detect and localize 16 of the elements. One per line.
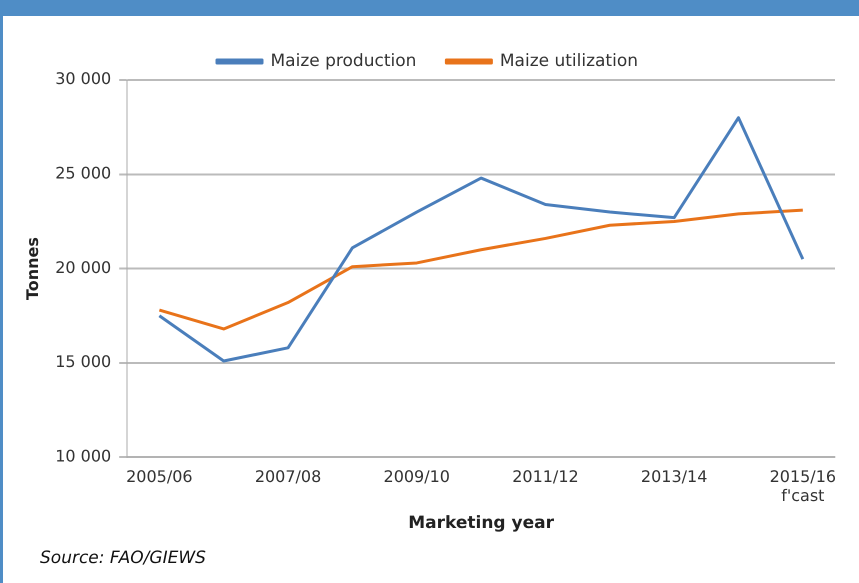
legend-label: Maize utilization bbox=[500, 50, 638, 71]
y-tick-label: 30 000 bbox=[55, 69, 112, 88]
y-tick-label: 10 000 bbox=[55, 446, 112, 466]
y-tick-label: 15 000 bbox=[55, 352, 112, 372]
y-tick-label: 25 000 bbox=[55, 163, 112, 182]
x-tick-label: 2013/14 bbox=[640, 466, 708, 486]
x-tick-label: 2011/12 bbox=[512, 466, 579, 486]
legend-label: Maize production bbox=[270, 50, 416, 71]
x-tick-label: 2015/16 f'cast bbox=[770, 466, 836, 506]
y-tick-label: 20 000 bbox=[55, 258, 112, 277]
source-note: Source: FAO/GIEWS bbox=[40, 548, 206, 568]
x-tick-label: 2005/06 bbox=[126, 466, 193, 486]
x-tick-label: 2007/08 bbox=[254, 466, 322, 486]
y-axis-title: Tonnes bbox=[22, 237, 42, 300]
x-axis-title: Marketing year bbox=[408, 513, 555, 534]
x-tick-label: 2009/10 bbox=[384, 466, 450, 486]
